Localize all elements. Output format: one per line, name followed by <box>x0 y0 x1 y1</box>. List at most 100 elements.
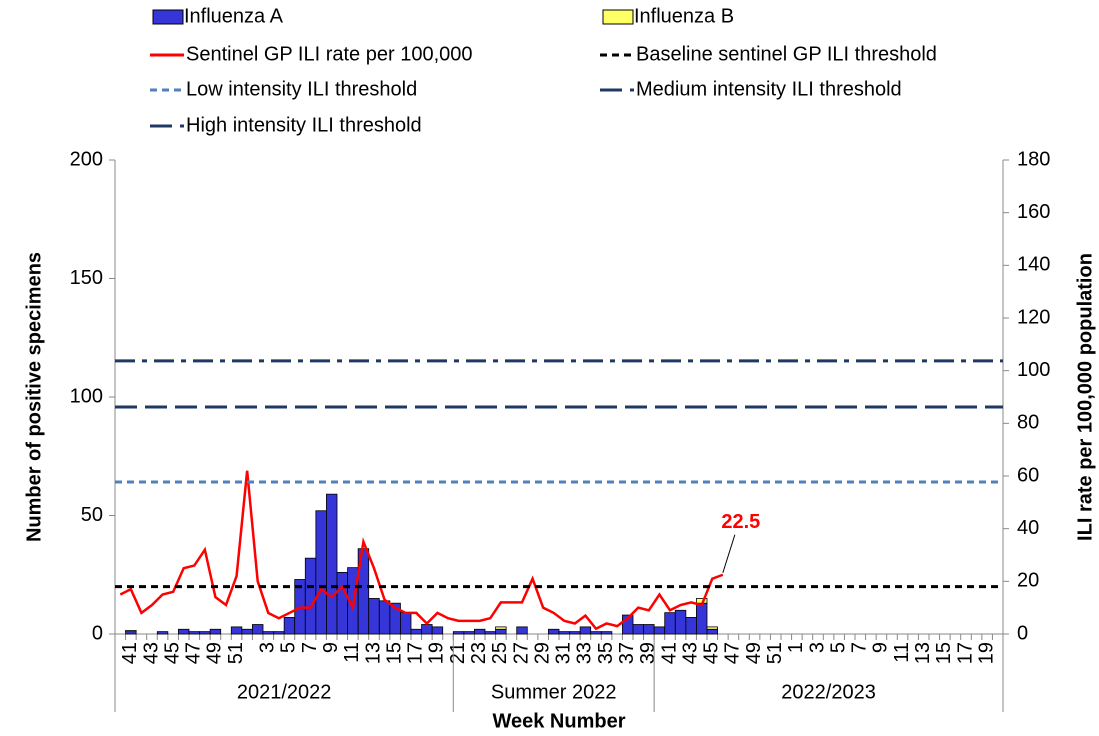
bar <box>188 631 200 635</box>
legend-label: Influenza B <box>634 5 734 27</box>
x-tick-label: 51 <box>764 642 786 664</box>
x-tick-label: 49 <box>204 642 226 664</box>
x-tick-label: 47 <box>183 642 205 664</box>
bar <box>178 628 190 635</box>
x-tick-label: 17 <box>954 642 976 664</box>
y2-tick-label: 120 <box>1017 306 1050 328</box>
x-tick-label: 49 <box>743 642 765 664</box>
bar <box>579 626 592 635</box>
legend-label: High intensity ILI threshold <box>186 114 422 136</box>
x-tick-label: 11 <box>341 642 363 663</box>
bar <box>368 598 380 635</box>
x-tick-label: 29 <box>531 642 553 664</box>
legend-swatch <box>602 9 634 25</box>
group-label: 2021/2022 <box>237 681 332 703</box>
bar <box>706 628 718 635</box>
bar <box>273 631 285 635</box>
bar <box>548 628 560 635</box>
y-axis-title: Number of positive specimens <box>23 252 45 542</box>
bar <box>262 631 274 635</box>
x-tick-label: 17 <box>405 642 427 664</box>
bar <box>156 631 169 635</box>
legend-label: Influenza A <box>184 5 284 27</box>
bar <box>209 628 222 635</box>
bar <box>495 628 507 635</box>
bar <box>653 626 666 635</box>
legend-swatch <box>152 9 184 25</box>
bar <box>664 612 676 635</box>
y2-tick-label: 180 <box>1017 148 1050 170</box>
bar <box>230 626 243 635</box>
bar <box>421 624 433 635</box>
bar <box>252 624 264 635</box>
x-tick-label: 39 <box>637 642 659 664</box>
y-tick-label: 150 <box>70 267 103 289</box>
bar <box>199 631 211 635</box>
x-tick-label: 35 <box>595 642 617 664</box>
bar <box>600 631 613 635</box>
label-leader <box>722 534 736 573</box>
bar <box>643 624 655 635</box>
x-tick-label: 47 <box>722 642 744 664</box>
bar <box>558 631 570 635</box>
x-tick-label: 7 <box>849 642 871 653</box>
y2-tick-label: 100 <box>1017 359 1050 381</box>
y2-tick-label: 140 <box>1017 254 1050 276</box>
x-tick-label: 15 <box>383 642 405 664</box>
legend-label: Low intensity ILI threshold <box>186 78 417 100</box>
bar <box>590 631 602 635</box>
bar <box>452 631 465 635</box>
y2-tick-label: 0 <box>1017 622 1028 644</box>
bar <box>400 612 412 635</box>
bar <box>431 626 444 635</box>
x-tick-label: 45 <box>161 642 183 664</box>
bar <box>125 630 137 633</box>
bar <box>315 510 327 635</box>
bar <box>304 557 317 635</box>
bar <box>378 600 391 635</box>
y2-tick-label: 60 <box>1017 464 1039 486</box>
bar <box>706 626 718 630</box>
y-tick-label: 100 <box>70 385 103 407</box>
data-label: 22.5 <box>721 511 760 533</box>
x-tick-label: 31 <box>553 642 575 664</box>
group-label: 2022/2023 <box>781 681 876 703</box>
bar <box>410 628 422 635</box>
x-tick-label: 21 <box>447 642 469 664</box>
x-tick-label: 45 <box>701 642 723 664</box>
bar <box>495 626 507 630</box>
bar <box>241 628 253 635</box>
x-tick-label: 41 <box>119 642 141 664</box>
x-tick-label: 43 <box>140 642 162 664</box>
legend-label: Baseline sentinel GP ILI threshold <box>636 43 937 65</box>
x-tick-label: 43 <box>679 642 701 664</box>
x-tick-label: 23 <box>468 642 490 664</box>
x-axis-title: Week Number <box>492 710 625 732</box>
x-tick-label: 37 <box>616 642 638 664</box>
x-tick-label: 41 <box>658 642 680 664</box>
ili-line <box>119 470 724 631</box>
x-tick-label: 7 <box>299 642 321 653</box>
x-tick-label: 19 <box>975 642 997 664</box>
x-tick-label: 9 <box>320 642 342 653</box>
x-tick-label: 33 <box>574 642 596 664</box>
bar <box>516 626 528 635</box>
legend-label: Sentinel GP ILI rate per 100,000 <box>186 43 473 65</box>
x-tick-label: 1 <box>785 642 807 653</box>
bar <box>283 617 296 635</box>
x-tick-label: 27 <box>510 642 532 664</box>
x-tick-label: 3 <box>806 642 828 653</box>
x-tick-label: 11 <box>891 642 913 663</box>
bar <box>474 628 486 635</box>
bar <box>484 631 496 635</box>
y2-axis-title: ILI rate per 100,000 population <box>1074 253 1096 541</box>
y-tick-label: 50 <box>81 504 103 526</box>
y-tick-label: 200 <box>70 148 103 170</box>
bar <box>674 609 687 635</box>
y2-tick-label: 40 <box>1017 517 1039 539</box>
bar <box>632 624 644 635</box>
bar <box>336 571 348 635</box>
group-label: Summer 2022 <box>491 681 617 703</box>
x-tick-label: 15 <box>933 642 955 664</box>
